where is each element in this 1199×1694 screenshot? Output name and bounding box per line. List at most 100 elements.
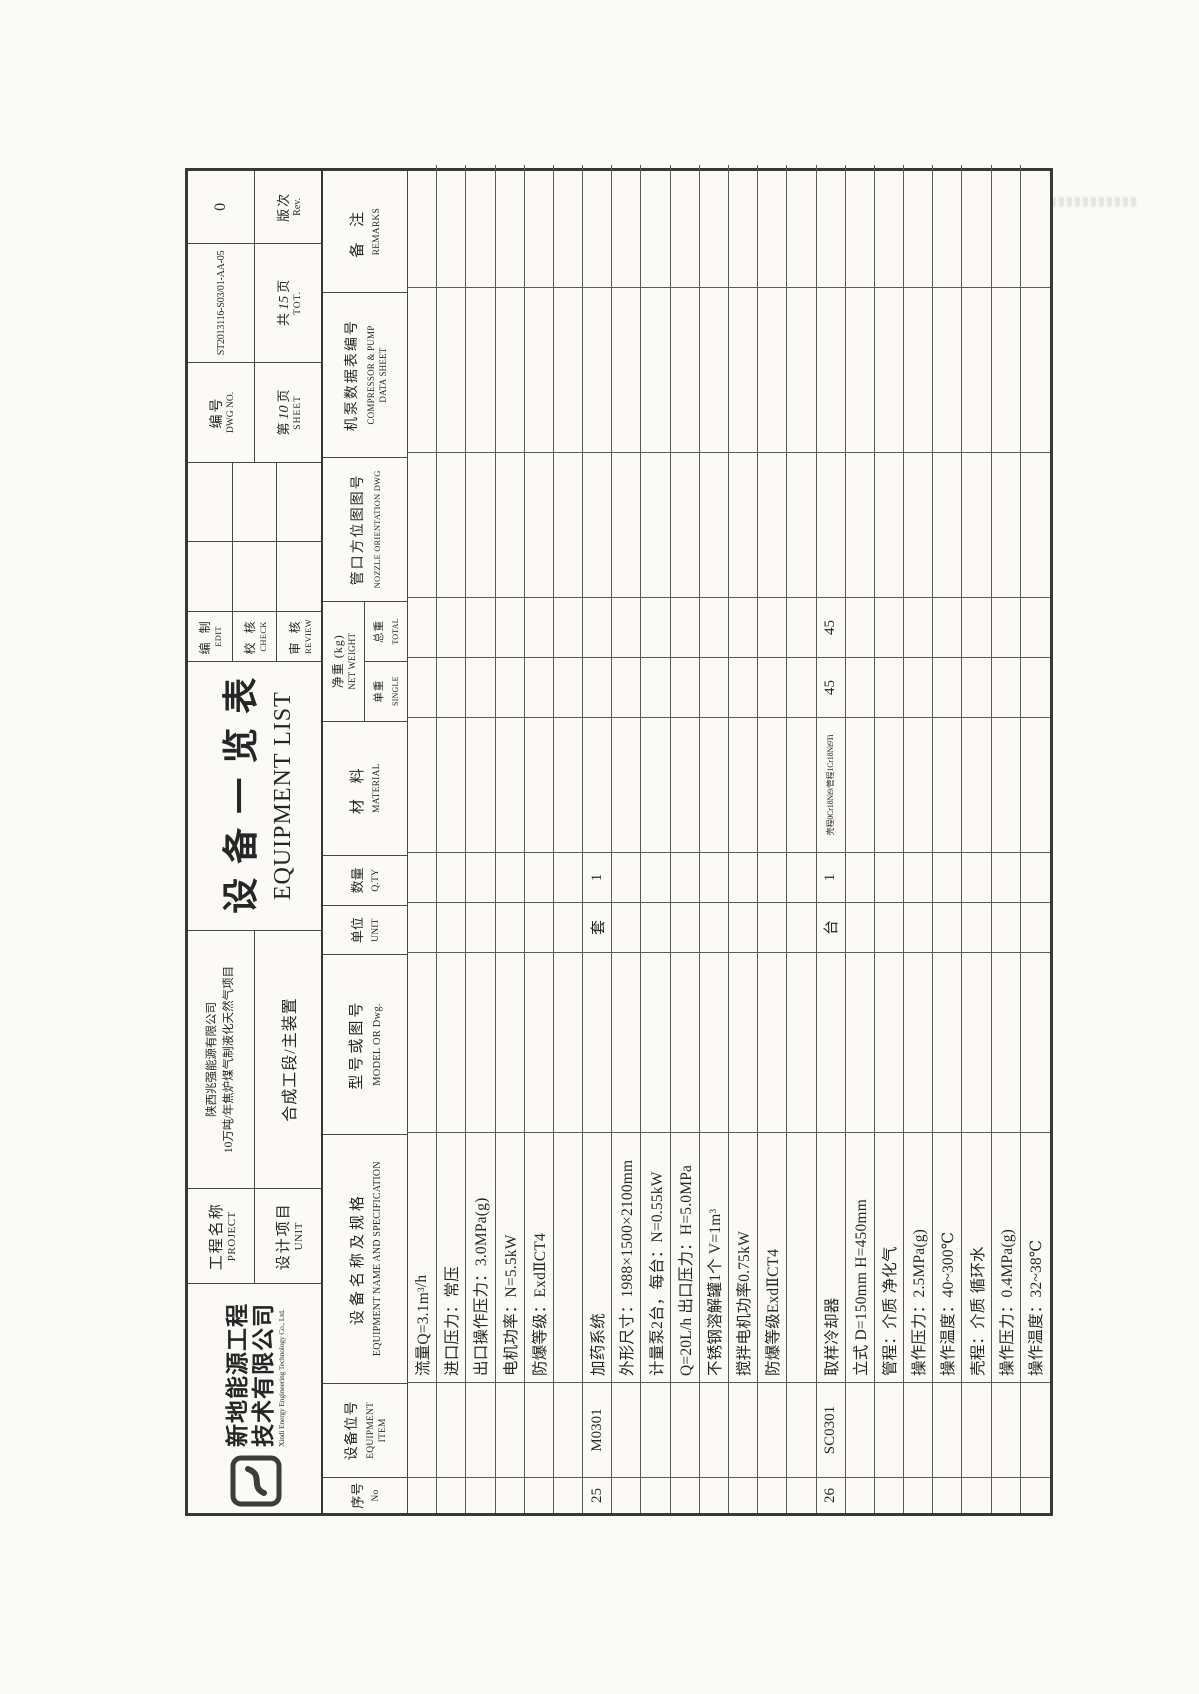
cell-remarks — [583, 165, 611, 287]
sheet-number: 10 — [277, 405, 292, 420]
equipment-list-sheet: 新地能源工程 技术有限公司 Xindi Energy Engineering T… — [185, 165, 1053, 1516]
sheet-number-cell: 第 10 页 SHEET — [255, 363, 321, 462]
cell-no — [612, 1477, 641, 1513]
header-total-weight: 总重 TOTAL — [374, 618, 400, 645]
cell-material — [728, 717, 758, 852]
cell-unit — [787, 902, 816, 952]
cell-total — [437, 597, 466, 657]
cell-no — [787, 1477, 816, 1513]
cell-model — [845, 952, 874, 1132]
cell-total — [699, 597, 728, 657]
cell-spec: 操作温度：40~300℃ — [933, 1132, 962, 1382]
cell-material — [787, 717, 816, 852]
cell-unit — [408, 902, 437, 952]
cell-material — [845, 717, 874, 852]
cell-model — [670, 952, 699, 1132]
unit-label-zh: 设计项目 — [275, 1202, 292, 1271]
cell-total — [495, 597, 524, 657]
cell-material — [904, 717, 933, 852]
cell-single — [670, 657, 699, 717]
cell-total — [787, 597, 816, 657]
header-no: 序号 No — [323, 1477, 407, 1513]
project-values: 陕西兆强能源有限公司 10万吨/年焦炉煤气制液化天然气项目 合成工段/主装置 — [188, 929, 321, 1189]
cell-spec — [787, 1132, 816, 1382]
cell-nozzle — [612, 452, 641, 597]
cell-total — [728, 597, 758, 657]
cell-item — [612, 1382, 641, 1477]
cell-remarks — [466, 165, 494, 287]
cell-spec: 防爆等级ExdⅡCT4 — [758, 1132, 787, 1382]
cell-nozzle — [670, 452, 699, 597]
cell-nozzle — [874, 452, 904, 597]
check-label-en: CHECK — [258, 621, 268, 652]
review-label-en: REVIEW — [302, 619, 313, 654]
cell-model — [495, 952, 524, 1132]
cell-material — [466, 717, 495, 852]
cell-total: 45 — [816, 597, 845, 657]
cell-model — [612, 952, 641, 1132]
table-row: 不锈钢溶解罐1个 V=1m 3 — [699, 165, 729, 1513]
cell-model — [699, 952, 728, 1132]
company-cell: 新地能源工程 技术有限公司 Xindi Energy Engineering T… — [188, 1283, 321, 1513]
dwg-no-label-zh: 编号 — [210, 396, 225, 429]
cell-pump — [641, 287, 670, 452]
cell-pump — [991, 287, 1020, 452]
cell-single — [553, 657, 583, 717]
cell-spec: 流量Q=3.1m 3/h — [408, 1132, 437, 1382]
total-number: 15 — [277, 295, 292, 310]
cell-remarks — [962, 165, 990, 287]
cell-item — [495, 1382, 524, 1477]
company-name-zh-1: 新地能源工程 — [224, 1303, 250, 1447]
header-name-spec: 设备名称及规格 EQUIPMENT NAME AND SPECIFICATION — [323, 1133, 407, 1383]
cell-no — [962, 1477, 991, 1513]
cell-item — [437, 1382, 466, 1477]
company-name: 新地能源工程 技术有限公司 Xindi Energy Engineering T… — [225, 1303, 287, 1447]
table-header-row: 序号 No 设备位号 EQUIPMENT ITEM 设备名称及规格 EQUIPM… — [323, 171, 408, 1513]
cell-total — [904, 597, 933, 657]
cell-qty — [991, 852, 1020, 902]
cell-model — [728, 952, 758, 1132]
cell-unit — [991, 902, 1020, 952]
cell-pump — [495, 287, 524, 452]
cell-no — [495, 1477, 524, 1513]
cell-pump — [670, 287, 699, 452]
cell-material — [524, 717, 553, 852]
cell-item — [1020, 1382, 1050, 1477]
cell-unit — [933, 902, 962, 952]
header-qty: 数量 Q.TY — [323, 854, 407, 905]
cell-spec: 操作压力：2.5MPa(g) — [904, 1132, 933, 1382]
cell-model — [874, 952, 904, 1132]
cell-item — [874, 1382, 904, 1477]
cell-pump — [758, 287, 787, 452]
cell-pump — [466, 287, 495, 452]
cell-remarks — [496, 165, 524, 287]
cell-no — [904, 1477, 933, 1513]
cell-model — [466, 952, 495, 1132]
cell-total — [1020, 597, 1050, 657]
cell-material — [612, 717, 641, 852]
title-block: 新地能源工程 技术有限公司 Xindi Energy Engineering T… — [188, 171, 323, 1513]
cell-unit — [758, 902, 787, 952]
cell-spec: 操作压力：0.4MPa(g) — [991, 1132, 1020, 1382]
cell-qty — [1020, 852, 1050, 902]
cell-material — [495, 717, 524, 852]
cell-model — [1020, 952, 1050, 1132]
cell-unit — [553, 902, 583, 952]
cell-unit — [466, 902, 495, 952]
cell-pump — [553, 287, 583, 452]
cell-spec: 搅拌电机功率0.75kW — [728, 1132, 758, 1382]
sheet-prefix: 第 — [276, 422, 291, 436]
cell-total — [845, 597, 874, 657]
cell-single — [1020, 657, 1050, 717]
cell-qty — [437, 852, 466, 902]
header-material: 材 料 MATERIAL — [323, 720, 407, 855]
cell-unit — [641, 902, 670, 952]
unit-value-cell: 合成工段/主装置 — [255, 931, 321, 1189]
cell-total — [991, 597, 1020, 657]
cell-nozzle — [904, 452, 933, 597]
edit-label: 编 制 EDIT — [188, 612, 233, 661]
cell-model — [437, 952, 466, 1132]
cell-single — [933, 657, 962, 717]
total-sheets-cell: 共 15 页 TOT. — [255, 244, 321, 362]
cell-item — [728, 1382, 758, 1477]
